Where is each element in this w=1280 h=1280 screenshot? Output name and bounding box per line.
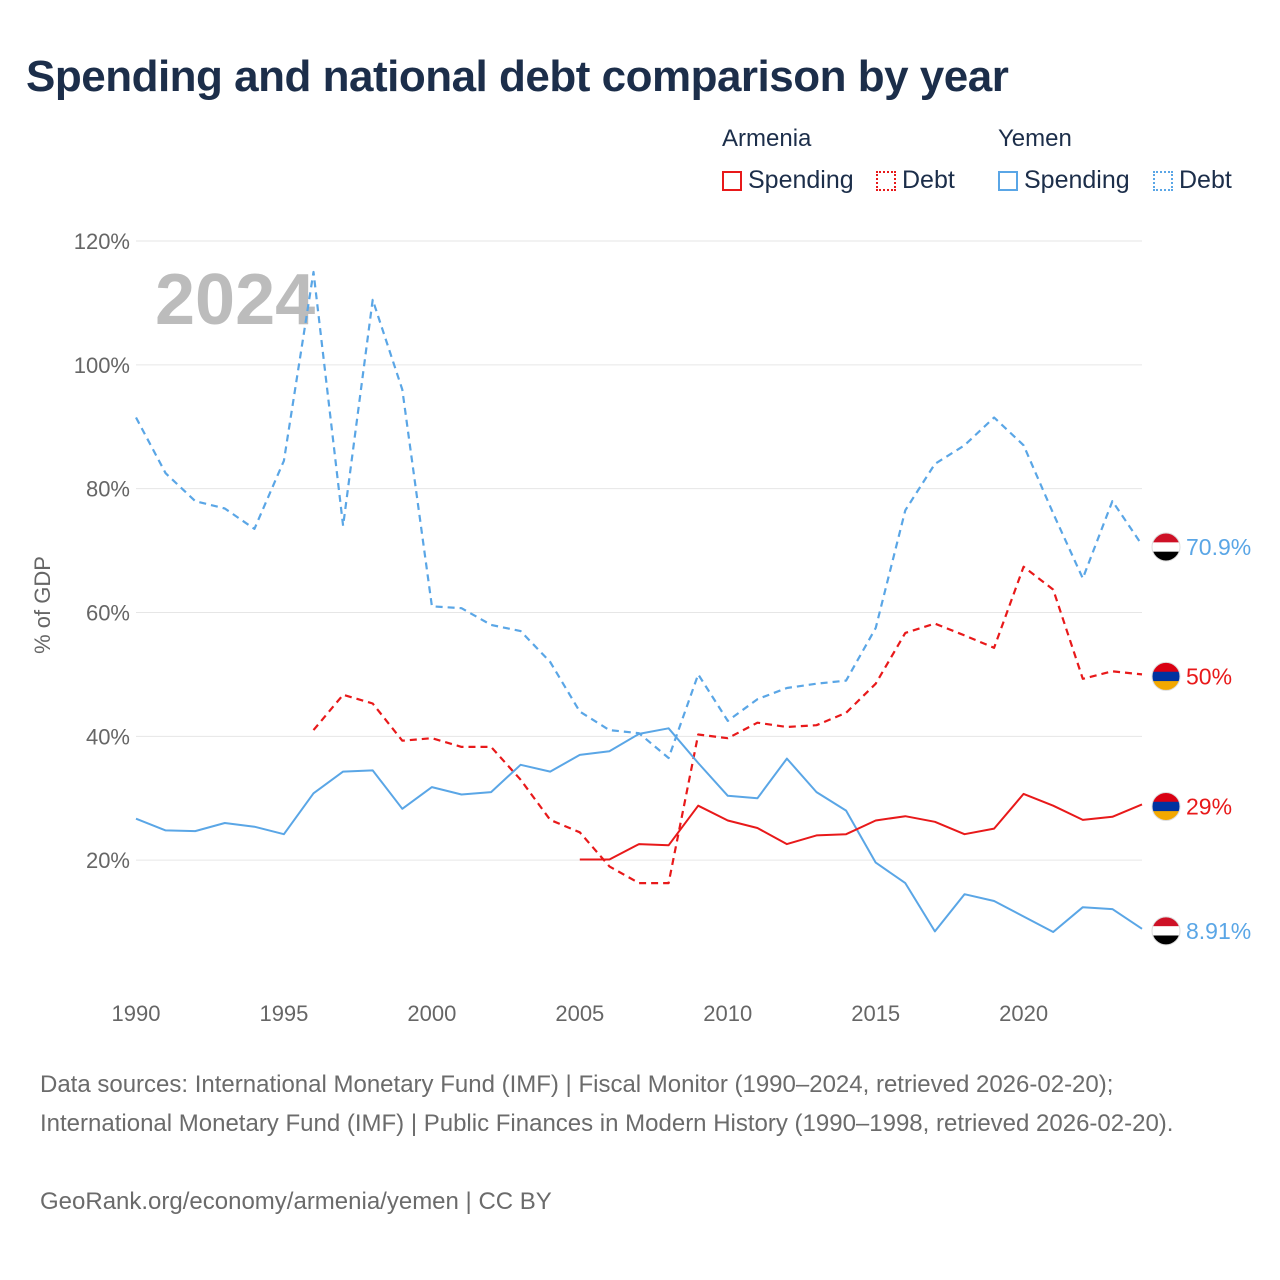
armenia-spending-line[interactable] <box>579 792 1143 861</box>
yemen-spending-line[interactable] <box>135 727 1143 933</box>
yemen-flag-icon <box>1152 916 1180 945</box>
flag-outline <box>1151 661 1181 691</box>
x-tick-label: 2020 <box>999 1001 1048 1026</box>
line-chart: 20% 40% 60% 80% 100% 120% 1990 1995 2000 2005 2010… <box>30 229 1251 1026</box>
dotted-line-swatch-icon <box>1153 170 1173 191</box>
flag-outline <box>1151 791 1181 821</box>
legend-armenia-debt[interactable]: Debt <box>876 166 955 195</box>
legend-yemen-spending[interactable]: Spending <box>998 166 1130 195</box>
flag-outline <box>1151 532 1181 562</box>
legend-label: Debt <box>902 166 955 194</box>
x-tick-label: 2015 <box>851 1001 900 1026</box>
solid-line-swatch-icon <box>722 170 742 191</box>
y-tick-label: 40% <box>86 724 130 749</box>
y-axis-label: % of GDP <box>30 556 55 654</box>
x-tick-label: 2000 <box>407 1001 456 1026</box>
flag-outline <box>1151 916 1181 946</box>
y-tick-label: 80% <box>86 477 130 502</box>
end-value-label: 29% <box>1186 793 1232 819</box>
x-tick-label: 2005 <box>555 1001 604 1026</box>
x-tick-label: 1995 <box>259 1001 308 1026</box>
y-tick-label: 120% <box>74 229 130 254</box>
yemen-debt-line[interactable] <box>135 270 1143 760</box>
legend-label: Spending <box>748 166 854 194</box>
dotted-line-swatch-icon <box>876 170 896 191</box>
end-value-label: 50% <box>1186 663 1232 689</box>
y-tick-label: 60% <box>86 601 130 626</box>
y-tick-label: 20% <box>86 848 130 873</box>
legend-yemen-debt[interactable]: Debt <box>1153 166 1232 195</box>
chart-title: Spending and national debt comparison by… <box>26 52 1009 101</box>
yemen-flag-icon <box>1152 533 1180 562</box>
armenia-flag-icon <box>1152 792 1180 821</box>
solid-line-swatch-icon <box>998 170 1018 191</box>
armenia-flag-icon <box>1152 662 1180 691</box>
armenia-debt-line[interactable] <box>312 565 1143 885</box>
legend-yemen-heading: Yemen <box>998 125 1072 152</box>
legend-armenia-heading: Armenia <box>722 125 812 152</box>
data-sources: Data sources: International Monetary Fun… <box>40 1071 1174 1137</box>
legend-label: Debt <box>1179 166 1232 194</box>
end-value-label: 70.9% <box>1186 534 1251 560</box>
legend-armenia-spending[interactable]: Spending <box>722 166 854 195</box>
x-tick-label: 1990 <box>112 1001 161 1026</box>
year-watermark: 2024 <box>155 260 315 340</box>
credit-link[interactable]: GeoRank.org/economy/armenia/yemen | CC B… <box>40 1188 552 1215</box>
y-tick-label: 100% <box>74 353 130 378</box>
legend-label: Spending <box>1024 166 1130 194</box>
x-tick-label: 2010 <box>703 1001 752 1026</box>
end-value-label: 8.91% <box>1186 918 1251 944</box>
